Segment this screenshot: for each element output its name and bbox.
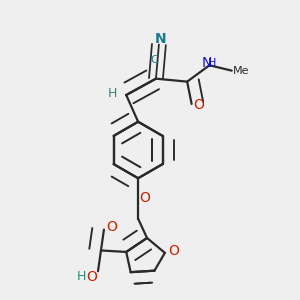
Text: H: H (108, 87, 118, 100)
Text: H: H (208, 58, 217, 68)
Text: O: O (87, 270, 98, 283)
Text: O: O (168, 244, 179, 258)
Text: O: O (194, 98, 205, 112)
Text: O: O (139, 191, 150, 206)
Text: C: C (151, 55, 158, 65)
Text: N: N (202, 56, 212, 70)
Text: N: N (154, 32, 166, 46)
Text: H: H (77, 270, 86, 283)
Text: O: O (106, 220, 117, 234)
Text: Me: Me (232, 66, 249, 76)
